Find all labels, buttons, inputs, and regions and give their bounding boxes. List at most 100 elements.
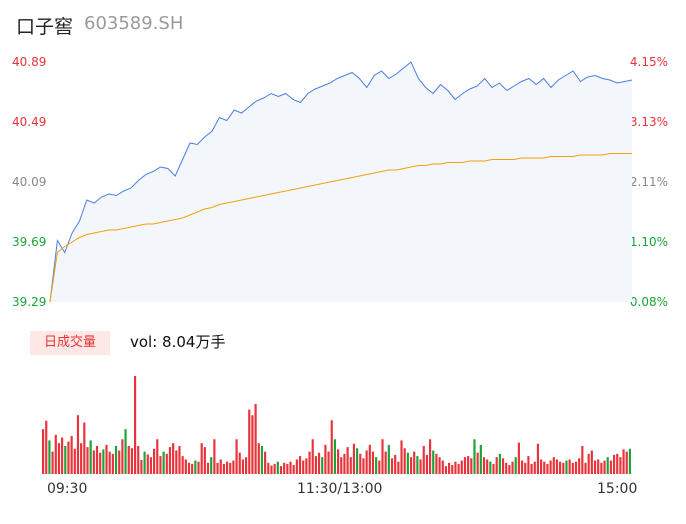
- volume-bar: [549, 460, 552, 474]
- volume-bar: [438, 457, 441, 474]
- volume-bar: [264, 451, 267, 474]
- volume-bar: [61, 437, 64, 474]
- volume-bar: [524, 462, 527, 474]
- period-badge[interactable]: 日成交量: [30, 331, 110, 355]
- volume-bar: [600, 462, 603, 474]
- volume-bar: [606, 457, 609, 474]
- x-tick-label: 11:30/13:00: [297, 481, 383, 497]
- volume-bar: [530, 463, 533, 474]
- volume-bar: [416, 456, 419, 474]
- volume-bar: [156, 439, 159, 474]
- volume-bar: [501, 458, 505, 474]
- volume-bar: [289, 461, 292, 474]
- volume-bar: [616, 453, 619, 474]
- volume-bar: [54, 434, 57, 474]
- volume-bar: [546, 463, 549, 474]
- volume-bar: [213, 439, 216, 474]
- volume-readout: vol: 8.04万手: [130, 333, 226, 351]
- volume-bar: [470, 458, 473, 474]
- volume-bar: [384, 451, 387, 474]
- volume-bar: [482, 457, 486, 474]
- volume-bar: [317, 452, 321, 474]
- volume-bar: [568, 459, 571, 474]
- volume-bar: [340, 457, 343, 474]
- volume-bar: [371, 451, 375, 474]
- volume-bar: [124, 429, 127, 474]
- volume-bar: [352, 443, 356, 474]
- pct-tick-label: 1.10%: [629, 235, 668, 249]
- volume-bar: [245, 457, 248, 474]
- volume-bar: [552, 457, 555, 474]
- volume-bar: [628, 448, 631, 474]
- volume-bar: [121, 439, 124, 474]
- volume-bar: [270, 465, 273, 474]
- volume-bar: [305, 458, 308, 474]
- volume-bar: [279, 466, 283, 474]
- volume-bar: [292, 465, 295, 474]
- volume-bar: [356, 448, 359, 474]
- volume-bar: [70, 435, 73, 474]
- volume-bar: [260, 446, 264, 474]
- volume-bar: [324, 444, 327, 474]
- volume-bar: [248, 409, 251, 474]
- volume-bar: [314, 456, 317, 474]
- volume-bar: [89, 440, 92, 474]
- volume-bar: [149, 457, 153, 474]
- volume-bar: [235, 439, 238, 474]
- volume-bar: [540, 459, 543, 474]
- volume-bar: [520, 460, 524, 474]
- volume-bar: [387, 444, 390, 474]
- price-line: [49, 61, 633, 303]
- volume-bar: [425, 454, 428, 474]
- volume-bar: [241, 459, 245, 474]
- volume-bar: [67, 441, 70, 474]
- volume-bar: [111, 453, 114, 474]
- volume-bar: [130, 448, 133, 474]
- volume-bar: [146, 454, 149, 474]
- volume-bar: [76, 415, 80, 474]
- volume-bar: [625, 451, 628, 474]
- volume-bar: [311, 439, 314, 474]
- volume-bar: [295, 459, 298, 474]
- volume-bar: [597, 459, 600, 474]
- volume-bar: [168, 447, 172, 474]
- volume-bar: [451, 465, 454, 474]
- volume-bar: [254, 404, 257, 474]
- volume-bar: [45, 420, 48, 474]
- volume-bar: [153, 448, 156, 474]
- volume-bar: [403, 448, 406, 474]
- volume-bar: [368, 444, 371, 474]
- volume-bar: [42, 429, 45, 474]
- volume-bar: [581, 446, 584, 474]
- volume-bar: [562, 462, 565, 474]
- volume-bar: [571, 462, 574, 474]
- volume-bar: [187, 462, 191, 474]
- volume-bar: [57, 443, 61, 474]
- volume-bar: [102, 449, 105, 474]
- volume-bar: [397, 461, 400, 474]
- volume-bar: [330, 420, 333, 474]
- volume-bar: [448, 462, 451, 474]
- volume-bar: [495, 457, 498, 474]
- volume-bar: [473, 439, 476, 474]
- volume-bar: [536, 443, 540, 474]
- volume-bar: [178, 446, 181, 474]
- volume-bar: [308, 451, 311, 474]
- volume-bar: [333, 439, 336, 474]
- volume-bar: [327, 451, 330, 474]
- stock-code: 603589.SH: [84, 13, 184, 34]
- volume-bar: [210, 457, 213, 474]
- volume-bar: [191, 463, 194, 474]
- volume-bar: [99, 452, 102, 474]
- volume-bar: [286, 463, 289, 474]
- pct-tick-label: 2.11%: [629, 175, 668, 189]
- volume-bar: [181, 456, 184, 474]
- price-tick-label: 40.09: [12, 175, 47, 189]
- price-tick-label: 39.29: [12, 295, 47, 309]
- volume-bar: [143, 451, 146, 474]
- volume-bar: [406, 452, 409, 474]
- pct-tick-label: 4.15%: [629, 55, 668, 69]
- volume-bar: [197, 461, 200, 474]
- volume-bar: [533, 461, 536, 474]
- volume-bar: [584, 462, 587, 474]
